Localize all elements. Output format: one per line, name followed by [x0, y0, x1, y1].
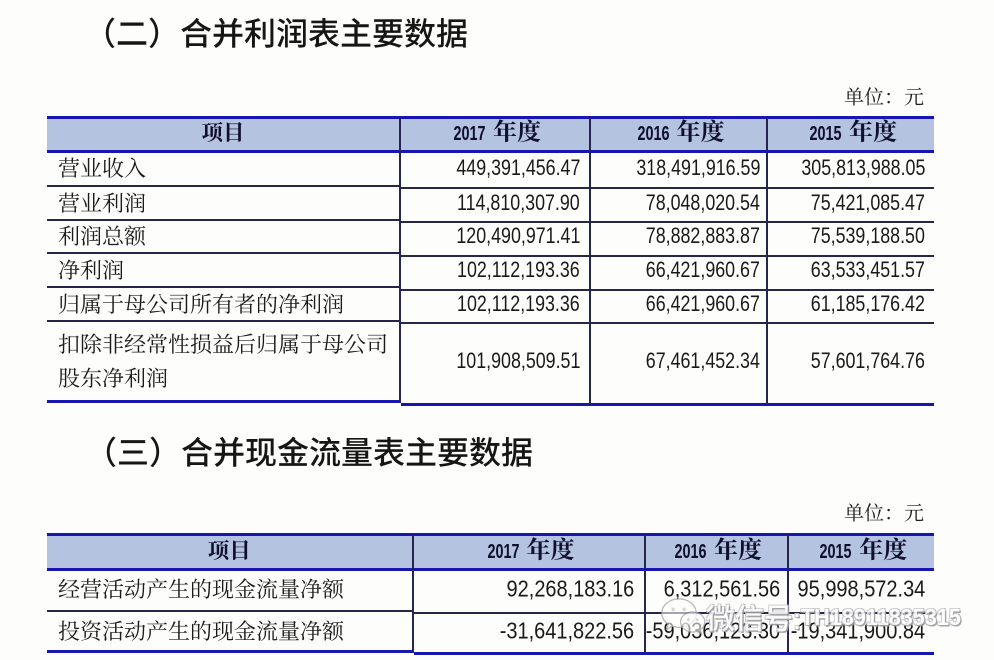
unit-label: 单位：元: [844, 81, 924, 110]
table-header-row: 项目 2017 年度 2016 年度 2015 年度: [47, 533, 934, 571]
column-header-2015: 2015 年度: [788, 533, 934, 571]
column-header-2016: 2016 年度: [591, 116, 768, 153]
cell-value: 78,048,020.54: [591, 189, 768, 223]
cell-value: 318,491,916.59: [591, 153, 768, 189]
table-row: 归属于母公司所有者的净利润 102,112,193.36 66,421,960.…: [47, 288, 934, 324]
row-label: 经营活动产生的现金流量净额: [47, 568, 414, 612]
cell-value: -19,341,900.84: [788, 614, 934, 655]
row-label: 扣除非经常性损益后归属于母公司股东净利润: [47, 321, 401, 403]
row-label: 利润总额: [47, 220, 401, 254]
column-header-2017: 2017 年度: [401, 116, 591, 153]
table-row: 营业利润 114,810,307.90 78,048,020.54 75,421…: [47, 186, 934, 223]
cell-value: 92,268,183.16: [413, 571, 646, 614]
table-row: 投资活动产生的现金流量净额 -31,641,822.56 -59,036,123…: [47, 611, 934, 655]
row-label: 归属于母公司所有者的净利润: [47, 288, 401, 322]
section-heading-cash-flow: （三）合并现金流量表主要数据: [85, 428, 534, 474]
cell-value: 102,112,193.36: [401, 290, 591, 324]
column-header-2016: 2016 年度: [645, 533, 789, 571]
row-label: 营业收入: [47, 150, 401, 187]
cell-value: 114,810,307.90: [401, 189, 591, 223]
cell-value: 57,601,764.76: [768, 324, 934, 406]
table-row: 扣除非经常性损益后归属于母公司股东净利润 101,908,509.51 67,4…: [47, 321, 934, 406]
cell-value: -31,641,822.56: [413, 614, 646, 655]
cell-value: 305,813,988.05: [768, 153, 934, 189]
cell-value: 78,882,883.87: [591, 223, 768, 257]
cell-value: 66,421,960.67: [591, 290, 768, 324]
row-label: 营业利润: [47, 186, 401, 221]
cell-value: 449,391,456.47: [401, 153, 591, 189]
cell-value: 66,421,960.67: [591, 256, 768, 291]
row-label: 净利润: [47, 254, 401, 288]
column-header-item: 项目: [47, 533, 414, 571]
table-row: 净利润 102,112,193.36 66,421,960.67 63,533,…: [47, 254, 934, 291]
unit-label: 单位：元: [844, 497, 924, 526]
cell-value: 75,421,085.47: [768, 189, 934, 223]
cell-value: 102,112,193.36: [401, 256, 591, 291]
row-label: 投资活动产生的现金流量净额: [47, 611, 414, 653]
table-header-row: 项目 2017 年度 2016 年度 2015 年度: [47, 116, 934, 153]
income-statement-table: 项目 2017 年度 2016 年度 2015 年度 营业收入 449,391,456…: [47, 116, 934, 406]
cell-value: 6,312,561.56: [645, 571, 789, 614]
cell-value: 95,998,572.34: [788, 571, 934, 614]
column-header-2015: 2015 年度: [768, 116, 934, 153]
cell-value: 61,185,176.42: [768, 291, 934, 324]
cell-value: 120,490,971.41: [401, 223, 591, 257]
table-row: 营业收入 449,391,456.47 318,491,916.59 305,8…: [47, 150, 934, 189]
cell-value: 63,533,451.57: [768, 257, 934, 291]
column-header-item: 项目: [47, 116, 401, 153]
cell-value: 75,539,188.50: [768, 223, 934, 257]
column-header-2017: 2017 年度: [413, 533, 646, 571]
cash-flow-table: 项目 2017 年度 2016 年度 2015 年度 经营活动产生的现金流量净额 92…: [47, 533, 934, 655]
cell-value: -59,036,123.30: [645, 614, 789, 655]
cell-value: 101,908,509.51: [401, 324, 591, 406]
table-row: 利润总额 120,490,971.41 78,882,883.87 75,539…: [47, 220, 934, 257]
table-row: 经营活动产生的现金流量净额 92,268,183.16 6,312,561.56…: [47, 568, 934, 614]
section-heading-income-statement: （二）合并利润表主要数据: [84, 9, 469, 55]
cell-value: 67,461,452.34: [591, 324, 768, 406]
